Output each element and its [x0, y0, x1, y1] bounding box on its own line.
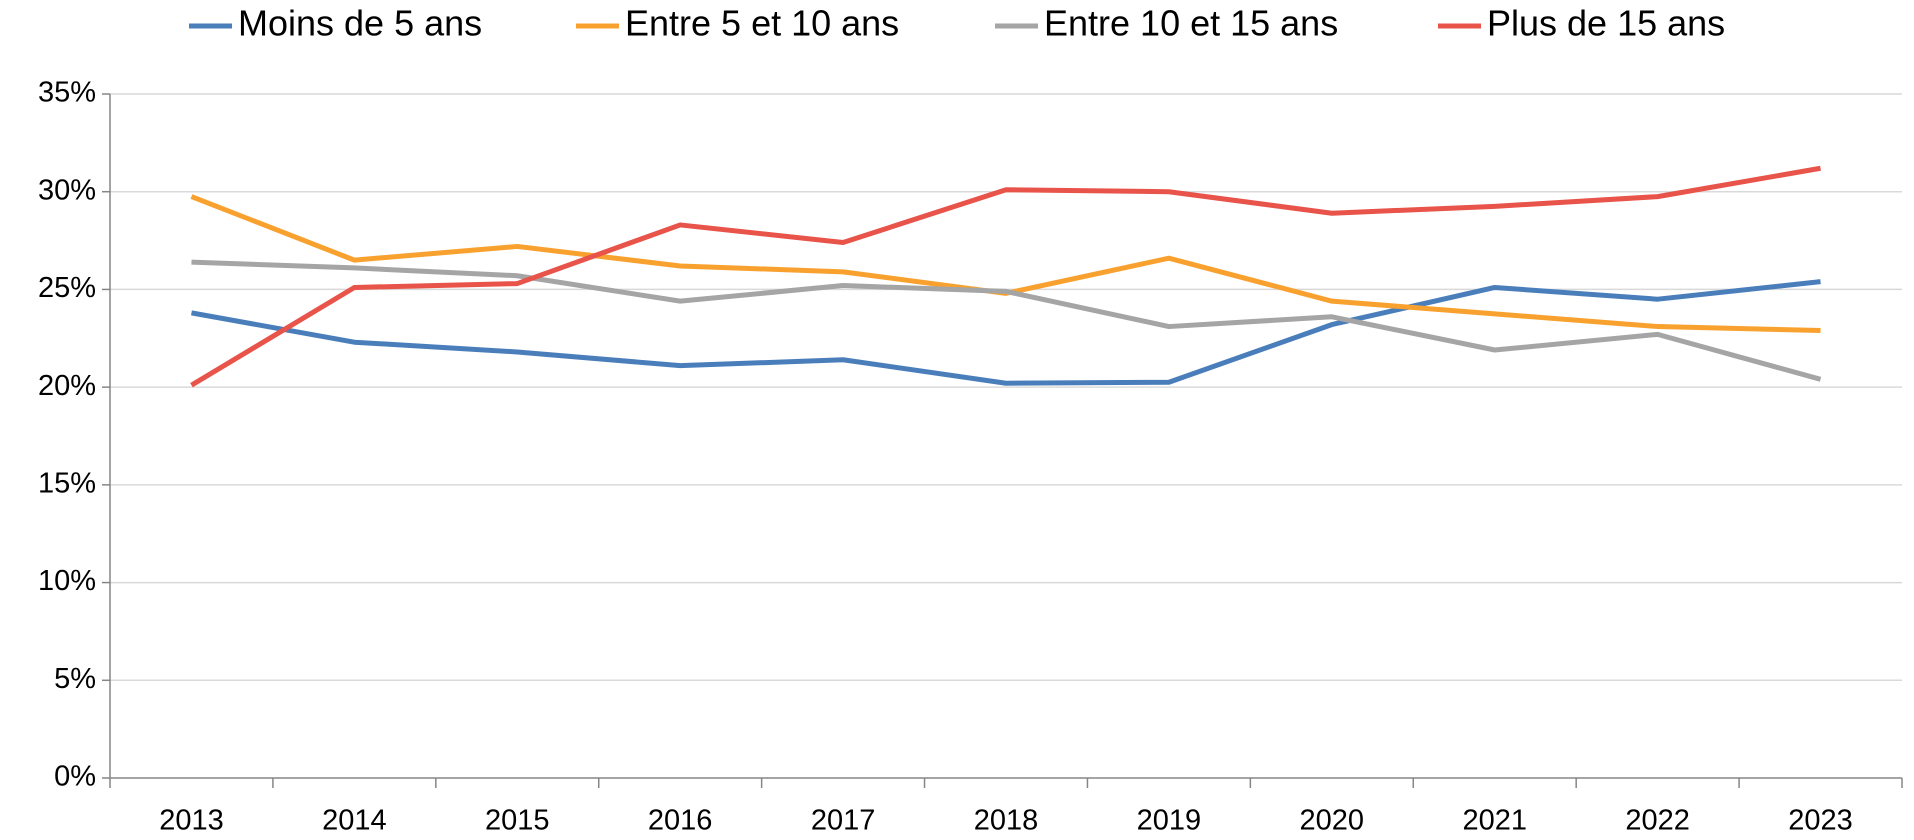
series-line: [191, 259, 1822, 382]
x-tick-label: 2023: [1788, 805, 1853, 837]
x-tick-label: 2016: [648, 805, 713, 837]
x-tick-label: 2021: [1462, 805, 1527, 837]
series-line: [190, 194, 1821, 333]
legend-label: Moins de 5 ans: [238, 3, 482, 44]
y-tick-label: 5%: [54, 663, 96, 695]
y-tick-label: 25%: [38, 272, 96, 304]
y-tick-label: 15%: [38, 468, 96, 500]
y-tick-label: 20%: [38, 370, 96, 402]
y-tick-label: 0%: [54, 761, 96, 793]
x-tick-label: 2022: [1625, 805, 1690, 837]
x-tick-label: 2015: [485, 805, 550, 837]
series-line: [190, 165, 1821, 388]
legend-label: Plus de 15 ans: [1487, 3, 1725, 44]
y-tick-label: 35%: [38, 77, 96, 109]
legend-label: Entre 10 et 15 ans: [1044, 3, 1338, 44]
series-line: [191, 279, 1821, 386]
x-tick-label: 2018: [974, 805, 1039, 837]
x-tick-label: 2017: [811, 805, 876, 837]
legend-label: Entre 5 et 10 ans: [625, 3, 899, 44]
x-tick-label: 2019: [1137, 805, 1202, 837]
x-tick-label: 2013: [159, 805, 224, 837]
x-tick-label: 2014: [322, 805, 387, 837]
y-tick-label: 10%: [38, 565, 96, 597]
y-tick-label: 30%: [38, 174, 96, 206]
x-tick-label: 2020: [1300, 805, 1365, 837]
